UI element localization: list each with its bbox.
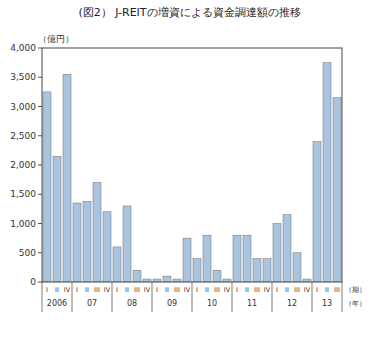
y-tick-label: 1,000 [10, 219, 36, 229]
x-tick-label: II [85, 286, 89, 294]
bar [313, 142, 321, 282]
y-tick-label: 500 [19, 248, 36, 258]
bar [253, 259, 261, 282]
x-tick-label: IV [224, 286, 231, 294]
group-label: 12 [287, 299, 297, 308]
x-tick-label: IV [104, 286, 111, 294]
x-tick-label: II [245, 286, 249, 294]
x-axis-label: （期） [345, 286, 366, 294]
x-tick-label: I [76, 286, 78, 294]
y-axis-label: （億円） [38, 34, 74, 44]
group-label: 2006 [47, 299, 67, 308]
group-boundary [342, 282, 343, 312]
y-tick-label: 3,000 [10, 102, 36, 112]
x-tick-label: IV [144, 286, 151, 294]
group-boundary [112, 282, 113, 312]
y-tick [38, 48, 42, 49]
group-boundary [72, 282, 73, 312]
chart: (図2） J-REITの増資による資金調達額の推移 （億円） 0 500 1,000 1,… [0, 0, 379, 345]
bar [133, 270, 141, 282]
y-tick-label: 4,000 [10, 43, 36, 53]
x-tick-label: IV [184, 286, 191, 294]
y-tick-label: 1,500 [10, 189, 36, 199]
group-label: 09 [167, 299, 177, 308]
group-label: 13 [322, 299, 332, 308]
y-tick-label: 0 [30, 277, 36, 287]
bar [83, 201, 91, 282]
group-boundary [152, 282, 153, 312]
y-tick [38, 77, 42, 78]
y-tick-label: 2,500 [10, 131, 36, 141]
x-tick-label: II [325, 286, 329, 294]
bar [293, 253, 301, 282]
bar [213, 270, 221, 282]
x-tick-label: II [165, 286, 169, 294]
group-label: 10 [207, 299, 217, 308]
bar [263, 259, 271, 282]
title: (図2） J-REITの増資による資金調達額の推移 [78, 6, 300, 19]
group-boundary [312, 282, 313, 312]
bar [163, 276, 171, 282]
y-tick [38, 165, 42, 166]
x-tick-label: II [125, 286, 129, 294]
bar [183, 238, 191, 282]
bar [193, 259, 201, 282]
x-tick-label: I [316, 286, 318, 294]
bar [63, 74, 71, 282]
bar [273, 224, 281, 283]
group-boundary [232, 282, 233, 312]
x-tick-label: III [294, 286, 300, 294]
group-label: 11 [247, 299, 257, 308]
group-axis-label: （年） [345, 300, 366, 308]
x-tick-label: III [174, 286, 180, 294]
x-tick-label: I [116, 286, 118, 294]
x-tick-label: IV [64, 286, 71, 294]
x-tick-label: II [285, 286, 289, 294]
bar [123, 206, 131, 282]
bar [323, 63, 331, 282]
bar [43, 92, 51, 282]
bar [203, 235, 211, 282]
y-tick-label: 2,000 [10, 160, 36, 170]
bar [283, 215, 291, 282]
x-tick-label: I [236, 286, 238, 294]
group-boundary [42, 282, 43, 312]
group-boundary [272, 282, 273, 312]
plot-frame [42, 48, 342, 282]
x-tick-label: IV [264, 286, 271, 294]
y-tick [38, 223, 42, 224]
group-boundary [192, 282, 193, 312]
x-tick-label: III [214, 286, 220, 294]
x-tick-label: II [55, 286, 59, 294]
x-tick-label: I [276, 286, 278, 294]
y-tick [38, 135, 42, 136]
bar [113, 247, 121, 282]
x-tick-label: I [196, 286, 198, 294]
x-tick-label: III [254, 286, 260, 294]
bar [73, 203, 81, 282]
bars [43, 63, 341, 282]
bar [53, 156, 61, 282]
bar [93, 183, 101, 282]
y-tick [38, 194, 42, 195]
bar [233, 235, 241, 282]
group-label: 08 [127, 299, 137, 308]
x-tick-label: I [46, 286, 48, 294]
y-tick [38, 106, 42, 107]
x-tick-label: II [205, 286, 209, 294]
y-tick-label: 3,500 [10, 72, 36, 82]
bar [103, 212, 111, 282]
x-tick-label: IV [304, 286, 311, 294]
x-tick-label: III [94, 286, 100, 294]
y-tick [38, 252, 42, 253]
x-tick-label: III [334, 286, 340, 294]
x-tick-label: III [134, 286, 140, 294]
y-tick [38, 282, 42, 283]
bar [243, 235, 251, 282]
x-tick-label: I [156, 286, 158, 294]
bar [333, 98, 341, 282]
group-label: 07 [87, 299, 97, 308]
